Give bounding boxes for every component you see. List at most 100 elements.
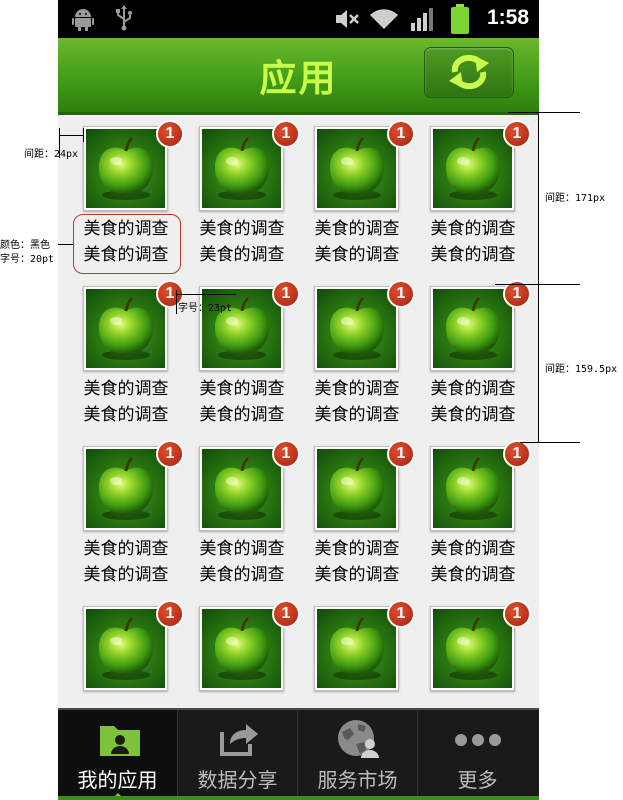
app-item[interactable]: 1 美食的调查 美食的调查	[58, 118, 184, 284]
app-item[interactable]: 1	[58, 598, 184, 764]
apple-icon	[98, 457, 154, 520]
app-label-line: 美食的调查	[430, 379, 516, 399]
app-label-line: 美食的调查	[430, 565, 516, 585]
app-item[interactable]: 1 美食的调查 美食的调查	[58, 438, 184, 604]
app-thumbnail	[314, 286, 399, 371]
apple-icon	[445, 457, 501, 520]
notification-badge: 1	[272, 440, 300, 468]
app-label-line: 美食的调查	[314, 539, 400, 559]
app-label-line: 美食的调查	[314, 245, 400, 265]
app-item[interactable]: 1 美食的调查 美食的调查	[405, 118, 531, 284]
apple-icon	[433, 609, 512, 688]
apple-icon	[329, 617, 385, 680]
notification-badge: 1	[387, 280, 415, 308]
share-icon	[220, 724, 258, 756]
apple-icon	[86, 129, 165, 208]
app-label-line: 美食的调查	[199, 539, 285, 559]
tab-more[interactable]: 更多	[418, 710, 537, 800]
app-item[interactable]: 1	[289, 598, 415, 764]
annotation-spacing-row2: 间距：159.5px	[545, 364, 618, 375]
notification-badge: 1	[387, 440, 415, 468]
app-thumbnail	[430, 286, 515, 371]
app-thumbnail	[83, 606, 168, 691]
app-label: 美食的调查 美食的调查	[421, 536, 525, 588]
title-bar: 应用	[58, 38, 539, 115]
apple-icon	[202, 289, 281, 368]
app-thumbnail	[199, 126, 284, 211]
app-label: 美食的调查 美食的调查	[190, 536, 294, 588]
tab-label: 我的应用	[77, 768, 158, 792]
app-label-line: 美食的调查	[199, 565, 285, 585]
tab-service-market[interactable]: 服务市场	[298, 710, 418, 800]
apple-icon	[445, 297, 501, 360]
notification-badge: 1	[503, 440, 531, 468]
app-thumbnail	[314, 126, 399, 211]
annotation-line	[520, 442, 580, 443]
notification-badge: 1	[272, 120, 300, 148]
tab-my-apps[interactable]: 我的应用	[58, 710, 178, 800]
label-highlight-box	[73, 214, 181, 274]
app-item[interactable]: 1 美食的调查 美食的调查	[58, 278, 184, 444]
apple-icon	[202, 129, 281, 208]
app-label-line: 美食的调查	[83, 245, 169, 265]
app-item[interactable]: 1	[405, 598, 531, 764]
app-thumbnail	[199, 286, 284, 371]
phone-screen: 1:58 应用 1 美食的调查 美食的调查 1 美食的调查 美食的调查 1 美食的调查 美食的调…	[58, 0, 539, 800]
notification-badge: 1	[387, 120, 415, 148]
tab-data-share[interactable]: 数据分享	[178, 710, 298, 800]
annotation-tick	[59, 128, 60, 158]
usb-icon	[116, 5, 132, 31]
app-item[interactable]: 1 美食的调查 美食的调查	[174, 118, 300, 284]
apple-icon	[329, 457, 385, 520]
app-thumbnail	[83, 446, 168, 531]
app-item[interactable]: 1 美食的调查 美食的调查	[174, 278, 300, 444]
app-item[interactable]: 1 美食的调查 美食的调查	[289, 438, 415, 604]
refresh-button[interactable]	[424, 47, 514, 98]
app-label-line: 美食的调查	[83, 405, 169, 425]
app-thumbnail	[83, 286, 168, 371]
app-label-line: 美食的调查	[83, 219, 169, 239]
app-label: 美食的调查 美食的调查	[421, 216, 525, 268]
wifi-icon	[370, 9, 398, 29]
app-label-line: 美食的调查	[199, 405, 285, 425]
annotation-line	[508, 112, 580, 113]
app-label-line: 美食的调查	[430, 405, 516, 425]
apple-icon	[214, 457, 270, 520]
apple-icon	[445, 617, 501, 680]
apple-icon	[317, 449, 396, 528]
folder-user-icon	[100, 726, 140, 756]
apple-icon	[329, 137, 385, 200]
apple-icon	[86, 449, 165, 528]
battery-icon	[451, 4, 469, 34]
tab-label: 服务市场	[317, 768, 398, 792]
apple-icon	[202, 449, 281, 528]
apple-icon	[433, 289, 512, 368]
app-label: 美食的调查 美食的调查	[74, 536, 178, 588]
app-label-line: 美食的调查	[430, 539, 516, 559]
notification-badge: 1	[503, 600, 531, 628]
refresh-icon	[449, 54, 489, 90]
app-label-line: 美食的调查	[83, 565, 169, 585]
app-item[interactable]: 1 美食的调查 美食的调查	[289, 118, 415, 284]
app-item[interactable]: 1 美食的调查 美食的调查	[174, 438, 300, 604]
annotation-tick	[83, 128, 84, 142]
app-label: 美食的调查 美食的调查	[74, 216, 178, 268]
signal-icon	[411, 8, 433, 31]
app-item[interactable]: 1 美食的调查 美食的调查	[405, 438, 531, 604]
app-item[interactable]: 1 美食的调查 美食的调查	[289, 278, 415, 444]
app-item[interactable]: 1	[174, 598, 300, 764]
apple-icon	[202, 609, 281, 688]
notification-badge: 1	[156, 600, 184, 628]
apple-icon	[329, 297, 385, 360]
app-item[interactable]: 1 美食的调查 美食的调查	[405, 278, 531, 444]
notification-badge: 1	[272, 280, 300, 308]
annotation-line	[176, 294, 236, 295]
page-title: 应用	[259, 57, 338, 100]
notification-badge: 1	[156, 120, 184, 148]
apple-icon	[317, 609, 396, 688]
apple-icon	[317, 129, 396, 208]
more-icon	[455, 734, 501, 746]
app-label-line: 美食的调查	[199, 379, 285, 399]
app-thumbnail	[314, 606, 399, 691]
app-label-line: 美食的调查	[314, 379, 400, 399]
